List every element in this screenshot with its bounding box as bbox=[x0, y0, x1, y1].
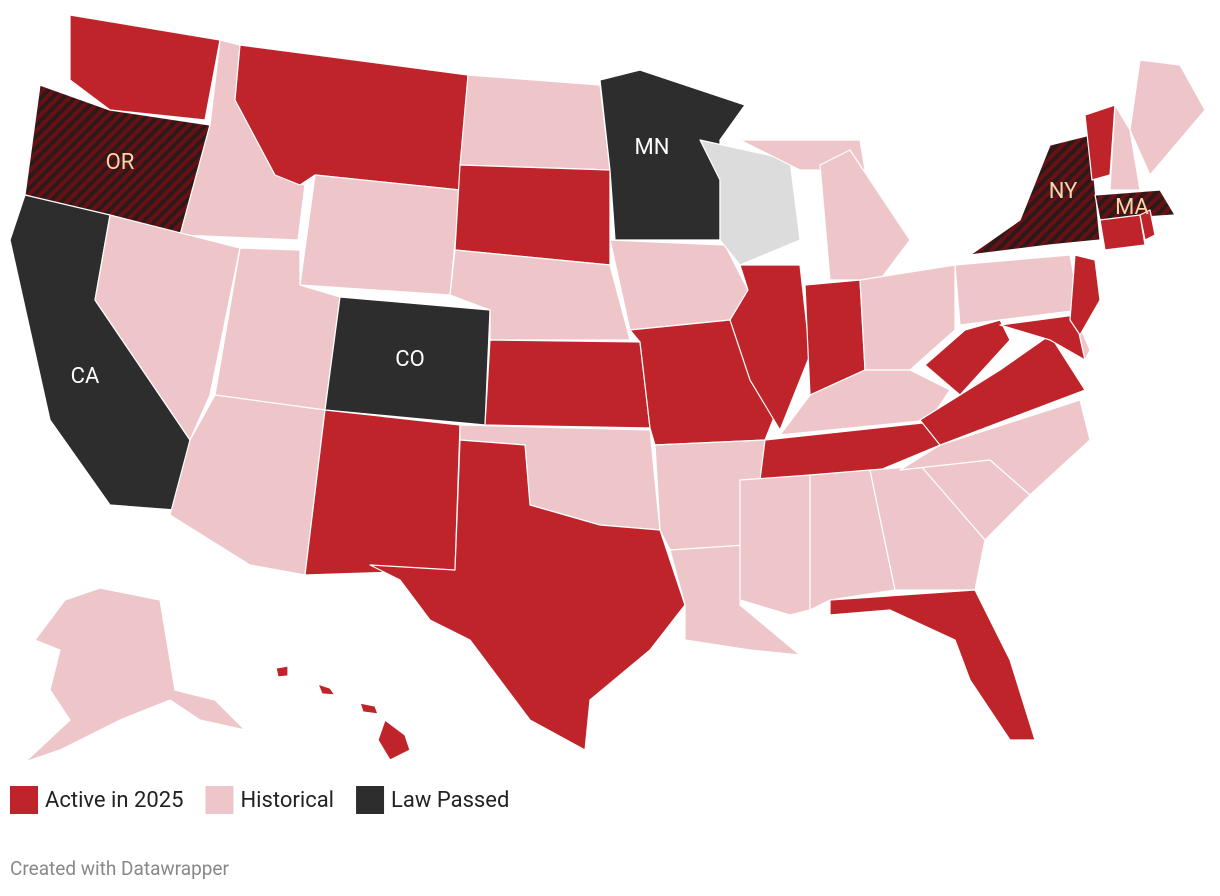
state-il bbox=[729, 264, 811, 431]
state-nj bbox=[1069, 254, 1101, 336]
state-hi-3 bbox=[359, 702, 379, 715]
state-hi-4 bbox=[377, 719, 411, 761]
state-ky bbox=[779, 369, 951, 436]
state-sd bbox=[454, 164, 611, 266]
footer: Created with Datawrapper bbox=[10, 857, 229, 880]
state-label: MN bbox=[635, 135, 670, 160]
legend-swatch bbox=[10, 786, 38, 814]
state-ny bbox=[969, 134, 1101, 256]
state-ma bbox=[1094, 189, 1176, 221]
state-tn bbox=[759, 419, 951, 481]
state-pa bbox=[954, 254, 1081, 326]
state-wa bbox=[69, 14, 221, 121]
legend-swatch bbox=[205, 786, 234, 814]
state-tx bbox=[369, 439, 686, 751]
state-fl bbox=[829, 589, 1036, 741]
state-vt bbox=[1084, 104, 1116, 181]
state-hi-1 bbox=[275, 665, 289, 678]
legend-swatch bbox=[356, 786, 385, 814]
state-ri bbox=[1139, 209, 1156, 241]
state-wv bbox=[924, 319, 1011, 396]
legend: Active in 2025 Historical Law Passed bbox=[10, 786, 509, 814]
state-me bbox=[1129, 59, 1206, 176]
legend-label: Historical bbox=[240, 788, 334, 813]
state-va bbox=[919, 334, 1086, 446]
state-label: CO bbox=[395, 347, 424, 372]
state-hi-2 bbox=[317, 683, 336, 696]
state-al bbox=[809, 469, 896, 611]
state-wy bbox=[299, 174, 461, 296]
state-label: NY bbox=[1049, 179, 1078, 204]
legend-label: Law Passed bbox=[391, 788, 509, 813]
state-ks bbox=[484, 339, 651, 429]
state-nc bbox=[899, 399, 1091, 496]
state-label: CA bbox=[71, 364, 100, 389]
state-nh bbox=[1109, 104, 1141, 191]
state-nv bbox=[94, 214, 241, 441]
state-mi bbox=[819, 149, 911, 281]
state-label: MA bbox=[1115, 195, 1149, 220]
state-ms bbox=[739, 474, 811, 616]
state-label: OR bbox=[106, 150, 135, 175]
state-nd bbox=[459, 74, 611, 171]
state-ct bbox=[1099, 214, 1146, 251]
state-ia bbox=[609, 239, 749, 331]
state-nm bbox=[304, 409, 461, 576]
legend-label: Active in 2025 bbox=[45, 788, 183, 813]
state-ak bbox=[24, 587, 246, 763]
state-oh bbox=[859, 264, 956, 371]
